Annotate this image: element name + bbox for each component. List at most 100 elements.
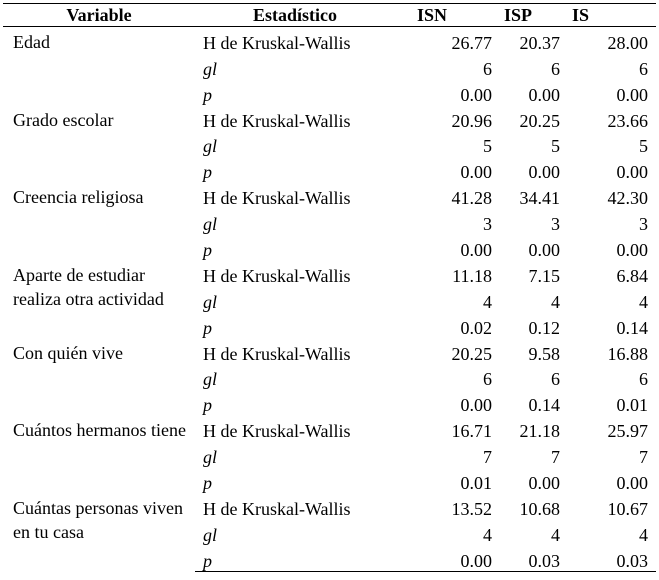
is-value: 3 [639, 214, 648, 235]
isn-value: 16.71 [451, 421, 493, 442]
table-row: Cuántas personas viven en tu casa H de Kr… [3, 493, 656, 542]
table-row: p 0.00 0.03 0.03 [3, 544, 656, 572]
isp-value: 9.58 [528, 343, 561, 364]
isp-value: 0.00 [528, 473, 561, 494]
variable-cell: Edad [13, 32, 50, 52]
is-value: 0.14 [616, 317, 649, 338]
isn-value: 20.96 [451, 110, 493, 131]
isn-value: 0.02 [460, 317, 493, 338]
table-row: Creencia religiosa H de Kruskal-Wallis 41.… [3, 182, 656, 208]
isp-value: 4 [551, 524, 560, 545]
table-row: p 0.01 0.00 0.00 [3, 467, 656, 493]
isn-value: 5 [483, 136, 492, 157]
header-variable: Variable [3, 3, 195, 27]
isn-value: 13.52 [451, 498, 493, 519]
is-value: 6 [639, 369, 648, 390]
statistic-cell: H de Kruskal-Wallis [203, 110, 351, 131]
table-row: Grado escolar H de Kruskal-Wallis 20.96 20.… [3, 105, 656, 131]
is-value: 6.84 [616, 265, 649, 286]
table-row: p 0.00 0.00 0.00 [3, 156, 656, 182]
table-row: gl 4 4 4 [3, 286, 656, 312]
isp-value: 10.68 [519, 498, 561, 519]
table-row: p 0.00 0.14 0.01 [3, 389, 656, 415]
isn-value: 20.25 [451, 343, 493, 364]
isn-value: 3 [483, 214, 492, 235]
statistic-cell: p [203, 317, 212, 338]
header-isn: ISN [407, 3, 494, 27]
table-row: gl 6 6 6 [3, 53, 656, 79]
isp-value: 5 [551, 136, 560, 157]
statistic-cell: H de Kruskal-Wallis [203, 343, 351, 364]
is-value: 0.00 [616, 473, 649, 494]
is-value: 0.00 [616, 240, 649, 261]
table-row: Con quién vive H de Kruskal-Wallis 20.25 9.… [3, 338, 656, 364]
is-value: 25.97 [607, 421, 649, 442]
is-value: 5 [639, 136, 648, 157]
isn-value: 11.18 [452, 265, 492, 286]
is-value: 42.30 [607, 188, 649, 209]
isn-value: 0.00 [460, 240, 493, 261]
is-value: 10.67 [607, 498, 649, 519]
isp-value: 21.18 [519, 421, 561, 442]
isp-value: 0.00 [528, 84, 561, 105]
header-is: IS [562, 3, 656, 27]
isp-value: 20.37 [519, 32, 561, 53]
isp-value: 6 [551, 369, 560, 390]
table-row: gl 6 6 6 [3, 364, 656, 390]
statistic-cell: gl [203, 524, 218, 545]
isp-value: 20.25 [519, 110, 561, 131]
variable-cell: Creencia religiosa [13, 187, 144, 208]
isp-value: 0.14 [528, 395, 561, 416]
table-body: Edad H de Kruskal-Wallis 26.77 20.37 28.00 gl… [3, 27, 656, 572]
statistic-cell: p [195, 544, 407, 572]
table-row: p 0.02 0.12 0.14 [3, 312, 656, 338]
statistic-cell: p [203, 473, 212, 494]
table-row: gl 5 5 5 [3, 131, 656, 157]
variable-cell: Cuántos hermanos tiene [13, 420, 186, 441]
statistic-cell: H de Kruskal-Wallis [203, 265, 351, 286]
statistic-cell: gl [203, 447, 218, 468]
table-row: Aparte de estudiar realiza otra activida… [3, 260, 656, 309]
isn-value: 0.01 [460, 473, 493, 494]
isn-value: 41.28 [451, 188, 493, 209]
statistic-cell: gl [203, 136, 218, 157]
table-row: Cuántos hermanos tiene H de Kruskal-Walli… [3, 415, 656, 441]
statistic-cell: H de Kruskal-Wallis [203, 32, 351, 53]
statistic-cell: p [203, 84, 212, 105]
isn-value: 0.00 [460, 162, 493, 183]
isn-value: 0.00 [460, 395, 493, 416]
table-row: Edad H de Kruskal-Wallis 26.77 20.37 28.00 [3, 27, 656, 53]
table-header: Variable Estadístico ISN ISP IS [3, 3, 656, 27]
statistic-cell: gl [203, 291, 218, 312]
isp-value: 0.03 [494, 544, 562, 572]
header-row: Variable Estadístico ISN ISP IS [3, 3, 656, 27]
is-value: 7 [639, 447, 648, 468]
is-value: 0.00 [616, 162, 649, 183]
statistic-cell: H de Kruskal-Wallis [203, 421, 351, 442]
statistic-cell: gl [203, 58, 218, 79]
variable-cell: Cuántas personas viven en tu casa [13, 498, 183, 543]
isp-value: 7 [551, 447, 560, 468]
isn-value: 4 [483, 291, 492, 312]
isp-value: 6 [551, 58, 560, 79]
statistic-cell: p [203, 162, 212, 183]
table-row: gl 3 3 3 [3, 208, 656, 234]
isn-value: 26.77 [451, 32, 493, 53]
variable-cell: Con quién vive [13, 342, 123, 363]
isn-value: 6 [483, 369, 492, 390]
statistic-cell: gl [203, 214, 218, 235]
is-value: 4 [639, 524, 648, 545]
statistic-cell: p [203, 395, 212, 416]
isp-value: 34.41 [519, 188, 561, 209]
isn-value: 0.00 [407, 544, 494, 572]
isp-value: 0.12 [528, 317, 561, 338]
is-value: 0.00 [616, 84, 649, 105]
isn-value: 7 [483, 447, 492, 468]
statistic-cell: H de Kruskal-Wallis [203, 498, 351, 519]
variable-cell: Grado escolar [13, 109, 114, 130]
is-value: 0.03 [562, 544, 656, 572]
variable-cell: Aparte de estudiar realiza otra activida… [13, 265, 164, 310]
is-value: 0.01 [616, 395, 649, 416]
isp-value: 0.00 [528, 162, 561, 183]
